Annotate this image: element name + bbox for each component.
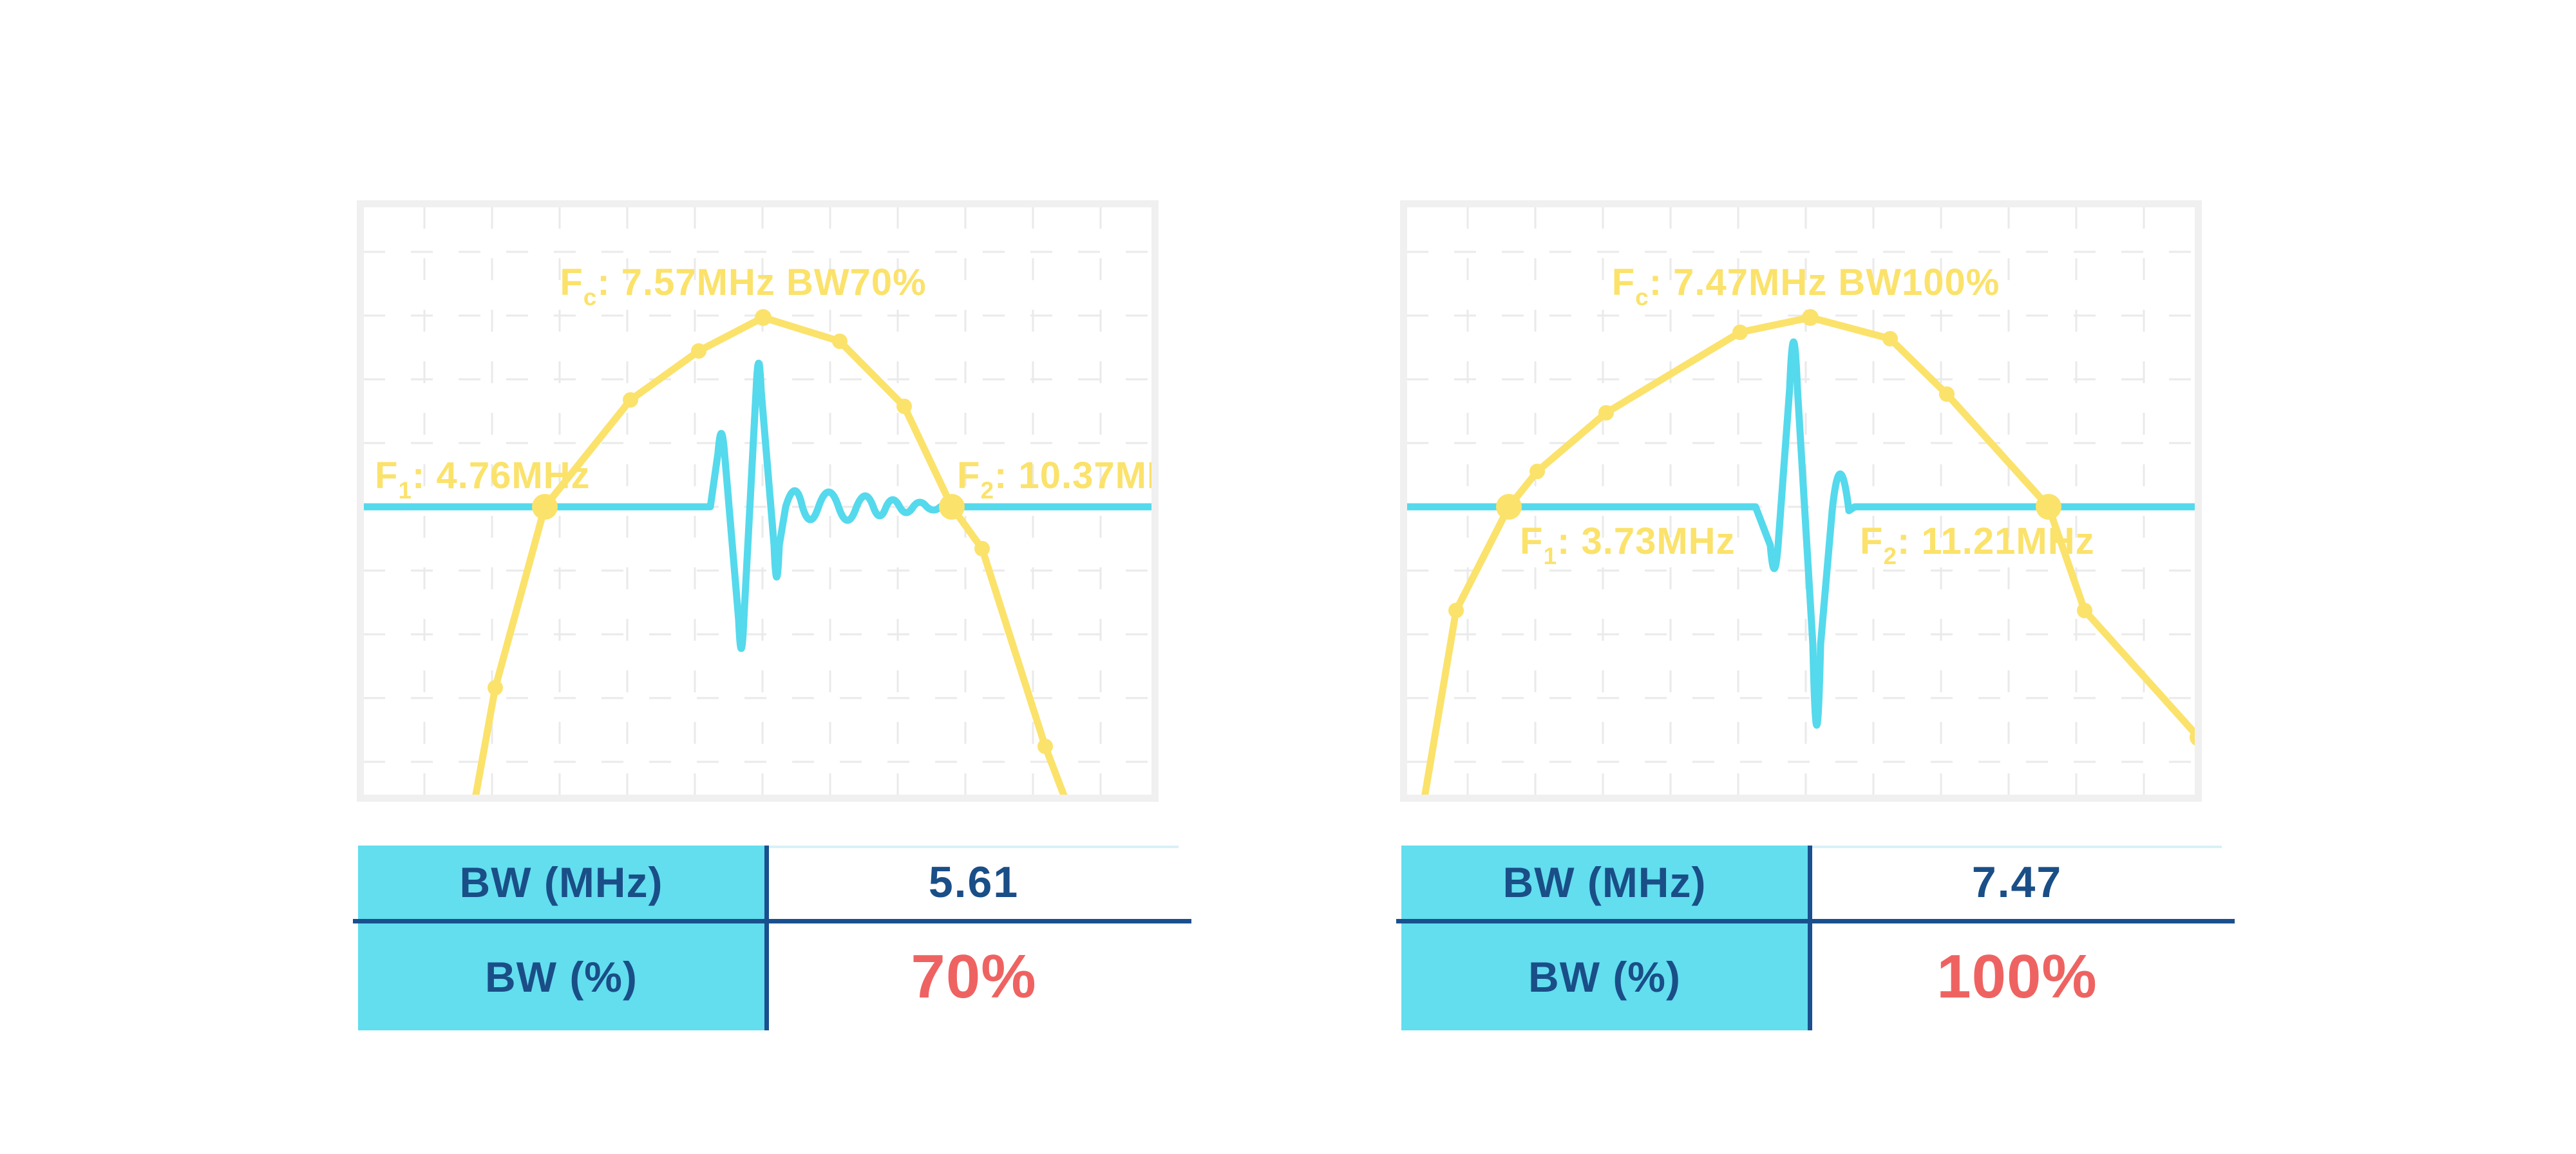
spectrum-marker: [1496, 494, 1522, 520]
time-domain-pulse-line: [357, 359, 1159, 652]
table-top-rule: [769, 846, 1179, 848]
bw-mhz-value-cell: 5.61: [769, 846, 1179, 919]
bw-percent-value-cell: 70%: [769, 923, 1179, 1030]
spectrum-marker: [691, 343, 706, 359]
spectrum-marker: [896, 399, 912, 414]
f2-label: F2: 10.37MHz: [957, 455, 1159, 504]
spectrum-marker: [1939, 386, 1955, 402]
spectrum-marker: [1802, 309, 1819, 326]
bw70-chart-panel: Fc: 7.57MHz BW70% F1: 4.76MHz F2: 10.37MHz: [357, 200, 1159, 802]
table-column-divider: [1808, 846, 1812, 1030]
bw-percent-value: 100%: [1937, 942, 2098, 1011]
bw-percent-label: BW (%): [1528, 953, 1681, 1001]
spectrum-marker: [832, 334, 848, 349]
spectrum-marker: [2036, 494, 2061, 520]
bw-percent-label-cell: BW (%): [358, 923, 764, 1030]
spectrum-marker: [755, 309, 772, 326]
spectrum-marker: [1037, 739, 1053, 754]
spectrum-marker: [1732, 325, 1748, 340]
bw100-chart: Fc: 7.47MHz BW100% F1: 3.73MHz F2: 11.21MH…: [1400, 200, 2202, 802]
time-domain-pulse-line: [1400, 338, 2202, 729]
bw-mhz-value: 5.61: [928, 858, 1019, 907]
spectrum-marker: [1530, 464, 1545, 479]
bw-percent-label-cell: BW (%): [1401, 923, 1808, 1030]
spectrum-line: [1420, 314, 2202, 802]
table-row-divider: [353, 919, 1191, 923]
bw-percent-label: BW (%): [485, 953, 638, 1001]
bw-percent-value-cell: 100%: [1812, 923, 2222, 1030]
bw70-chart: Fc: 7.57MHz BW70% F1: 4.76MHz F2: 10.37MHz: [357, 200, 1159, 802]
table-column-divider: [764, 846, 769, 1030]
spectrum-marker: [1598, 405, 1614, 421]
bw-mhz-label: BW (MHz): [459, 858, 663, 906]
chart-frame: [357, 200, 1159, 802]
bw-mhz-label-cell: BW (MHz): [358, 846, 764, 919]
spectrum-marker: [488, 680, 503, 695]
fc-label: Fc: 7.47MHz BW100%: [1612, 261, 2000, 310]
spectrum-marker: [532, 494, 558, 520]
bw70-table: BW (MHz) 5.61 BW (%) 70%: [353, 846, 1191, 1030]
spectrum-marker: [1448, 603, 1464, 618]
bw100-chart-panel: Fc: 7.47MHz BW100% F1: 3.73MHz F2: 11.21MH…: [1400, 200, 2202, 802]
spectrum-marker: [939, 494, 965, 520]
table-top-rule: [1812, 846, 2222, 848]
bw-mhz-label: BW (MHz): [1502, 858, 1707, 906]
chart-frame: [1400, 200, 2202, 802]
f1-label: F1: 3.73MHz: [1520, 520, 1736, 569]
bw-percent-value: 70%: [911, 942, 1037, 1011]
bw100-table: BW (MHz) 7.47 BW (%) 100%: [1396, 846, 2235, 1030]
f2-label: F2: 11.21MHz: [1860, 520, 2095, 569]
table-row-divider: [1396, 919, 2235, 923]
bw-mhz-label-cell: BW (MHz): [1401, 846, 1808, 919]
bw-mhz-value-cell: 7.47: [1812, 846, 2222, 919]
f1-label: F1: 4.76MHz: [375, 455, 591, 504]
fc-label: Fc: 7.57MHz BW70%: [560, 261, 926, 310]
spectrum-marker: [974, 541, 990, 556]
spectrum-line: [471, 314, 1070, 802]
bw-mhz-value: 7.47: [1971, 858, 2063, 907]
spectrum-marker: [1882, 331, 1898, 346]
spectrum-marker: [2077, 603, 2092, 618]
spectrum-marker: [623, 392, 638, 408]
